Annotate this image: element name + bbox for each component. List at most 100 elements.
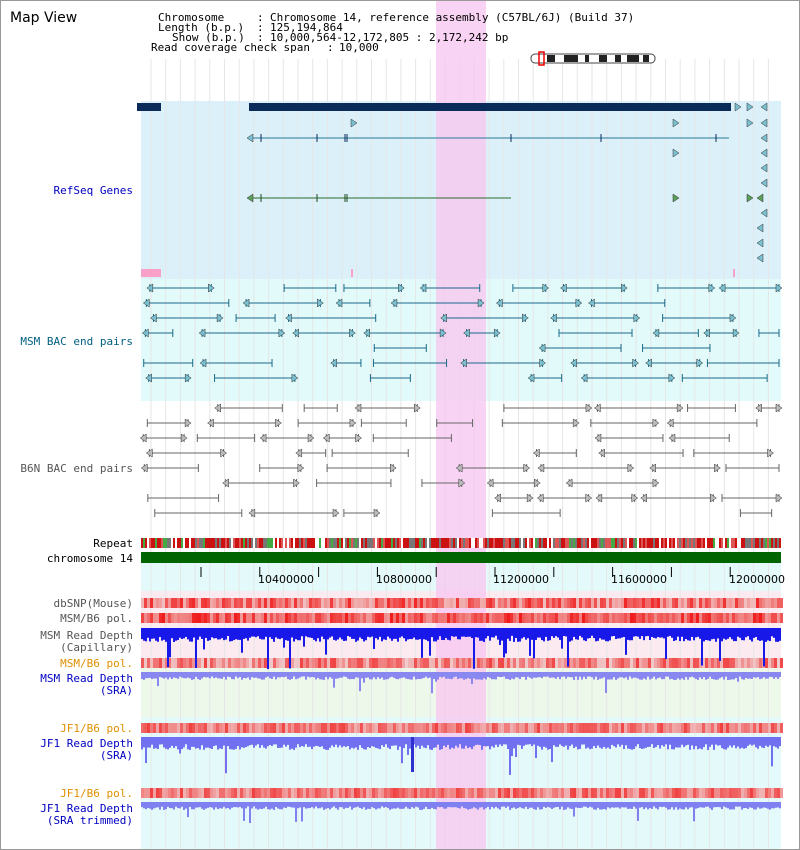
- track-label-dbsnp[interactable]: dbSNP(Mouse): [53, 597, 133, 610]
- msm-b6-pol-heat: [258, 658, 261, 668]
- msm-b6-pol-heat: [315, 613, 318, 623]
- track-label-b6n-bac[interactable]: B6N BAC end pairs: [20, 462, 133, 475]
- b6n-bac-pair-arrow: [373, 508, 381, 518]
- repeat-segment: [561, 538, 563, 548]
- track-label-repeat[interactable]: Repeat: [93, 537, 133, 550]
- msm-depth-sra-bar: [211, 672, 213, 677]
- track-label-jf1-depth[interactable]: JF1 Read Depth: [40, 737, 133, 750]
- jf1-depth-bar: [727, 737, 729, 748]
- dbsnp-heat: [447, 598, 450, 608]
- jf1-b6-pol-heat: [720, 723, 723, 733]
- track-label-msm-depth-capillary[interactable]: MSM Read Depth: [40, 629, 133, 642]
- jf1-b6-pol-heat: [192, 723, 195, 733]
- msm-depth-sra-bar: [233, 672, 235, 680]
- msm-depth-capillary-bar: [721, 628, 723, 642]
- track-label-chromosome[interactable]: chromosome 14: [46, 552, 133, 565]
- msm-depth-sra-bar: [241, 672, 243, 680]
- msm-b6-pol-heat: [351, 658, 354, 668]
- dbsnp-heat: [552, 598, 555, 608]
- jf1-depth-bar: [489, 737, 491, 750]
- msm-depth-capillary-bar: [643, 628, 645, 641]
- msm-depth-capillary-bar: [505, 628, 507, 654]
- msm-depth-capillary-bar: [703, 628, 705, 642]
- jf1-depth-trimmed-bar: [549, 802, 551, 808]
- track-label-jf1-pol[interactable]: JF1/B6 pol.: [60, 722, 133, 735]
- track-label-msm-b6-pol[interactable]: MSM/B6 pol.: [60, 612, 133, 625]
- jf1-b6-pol-heat: [765, 723, 768, 733]
- msm-b6-pol-heat: [534, 613, 537, 623]
- jf1-b6-pol-heat: [735, 723, 738, 733]
- jf1-b6-pol-heat: [267, 723, 270, 733]
- track-label-msm-depth-sra[interactable]: MSM Read Depth: [40, 672, 133, 685]
- msm-b6-pol-heat: [504, 613, 507, 623]
- msm-b6-pol-heat: [282, 658, 285, 668]
- dbsnp-heat: [717, 598, 720, 608]
- dbsnp-heat: [495, 598, 498, 608]
- track-label-jf1-pol-2[interactable]: JF1/B6 pol.: [60, 787, 133, 800]
- msm-b6-pol-heat: [207, 613, 210, 623]
- jf1-b6-pol-heat: [189, 788, 192, 798]
- track-label-refseq[interactable]: RefSeq Genes: [53, 184, 133, 197]
- dbsnp-heat: [378, 598, 381, 608]
- msm-b6-pol-heat: [630, 658, 633, 668]
- msm-depth-sra-bar: [779, 672, 781, 678]
- msm-depth-sra-bar: [355, 672, 357, 678]
- axis-tick-label: 10400000: [258, 573, 314, 586]
- jf1-b6-pol-heat: [255, 723, 258, 733]
- jf1-depth-bar: [377, 737, 379, 749]
- jf1-depth-trimmed-bar: [563, 802, 565, 810]
- repeat-segment: [339, 538, 341, 548]
- msm-depth-capillary-bar: [331, 628, 333, 637]
- msm-depth-sra-bar: [461, 672, 463, 679]
- jf1-b6-pol-heat: [309, 788, 312, 798]
- msm-depth-sra-bar: [641, 672, 643, 680]
- strand-arrow: [756, 253, 764, 263]
- msm-depth-capillary-bar: [271, 628, 273, 640]
- msm-b6-pol-heat: [561, 658, 564, 668]
- repeat-segment: [507, 538, 509, 548]
- jf1-depth-trimmed-bar: [469, 802, 471, 810]
- repeat-segment: [193, 538, 195, 548]
- jf1-depth-bar: [363, 737, 365, 750]
- repeat-segment: [259, 538, 261, 548]
- repeat-segment: [211, 538, 213, 548]
- jf1-depth-trimmed-bar: [333, 802, 335, 807]
- msm-depth-sra-bar: [553, 672, 555, 678]
- track-label-jf1-depth-trimmed[interactable]: JF1 Read Depth: [40, 802, 133, 815]
- msm-depth-sra-bar: [769, 672, 771, 677]
- msm-b6-pol-heat: [390, 658, 393, 668]
- jf1-depth-trimmed-bar: [271, 802, 273, 809]
- repeat-segment: [431, 538, 433, 548]
- dbsnp-heat: [354, 598, 357, 608]
- jf1-b6-pol-heat: [225, 788, 228, 798]
- track-label-msm-b6-pol-2[interactable]: MSM/B6 pol.: [60, 657, 133, 670]
- jf1-b6-pol-heat: [336, 788, 339, 798]
- b6n-bac-pair-arrow: [295, 448, 303, 458]
- msm-depth-capillary-bar: [641, 628, 643, 637]
- msm-depth-sra-bar: [715, 672, 717, 680]
- msm-depth-sra-bar: [585, 672, 587, 680]
- repeat-segment: [373, 538, 375, 548]
- msm-depth-sra-bar: [299, 672, 301, 678]
- msm-depth-capillary-bar: [293, 628, 295, 642]
- msm-depth-capillary-bar: [519, 628, 521, 642]
- repeat-segment: [155, 538, 157, 548]
- b6n-bac-pair-arrow: [494, 493, 501, 503]
- msm-depth-capillary-bar: [567, 628, 569, 667]
- msm-depth-capillary-bar: [277, 628, 279, 639]
- jf1-b6-pol-heat: [636, 723, 639, 733]
- track-label-msm-bac[interactable]: MSM BAC end pairs: [20, 335, 133, 348]
- jf1-b6-pol-heat: [177, 723, 180, 733]
- jf1-depth-trimmed-bar: [387, 802, 389, 809]
- msm-bac-pair-arrow: [708, 283, 716, 293]
- msm-bac-pair-arrow: [495, 298, 503, 308]
- msm-depth-sra-bar: [381, 672, 383, 678]
- repeat-segment: [577, 538, 579, 548]
- jf1-depth-bar: [255, 737, 257, 746]
- msm-depth-sra-bar: [589, 672, 591, 677]
- dbsnp-heat: [213, 598, 216, 608]
- msm-depth-capillary-bar: [741, 628, 743, 641]
- msm-b6-pol-heat: [519, 658, 522, 668]
- strand-arrow: [756, 223, 764, 233]
